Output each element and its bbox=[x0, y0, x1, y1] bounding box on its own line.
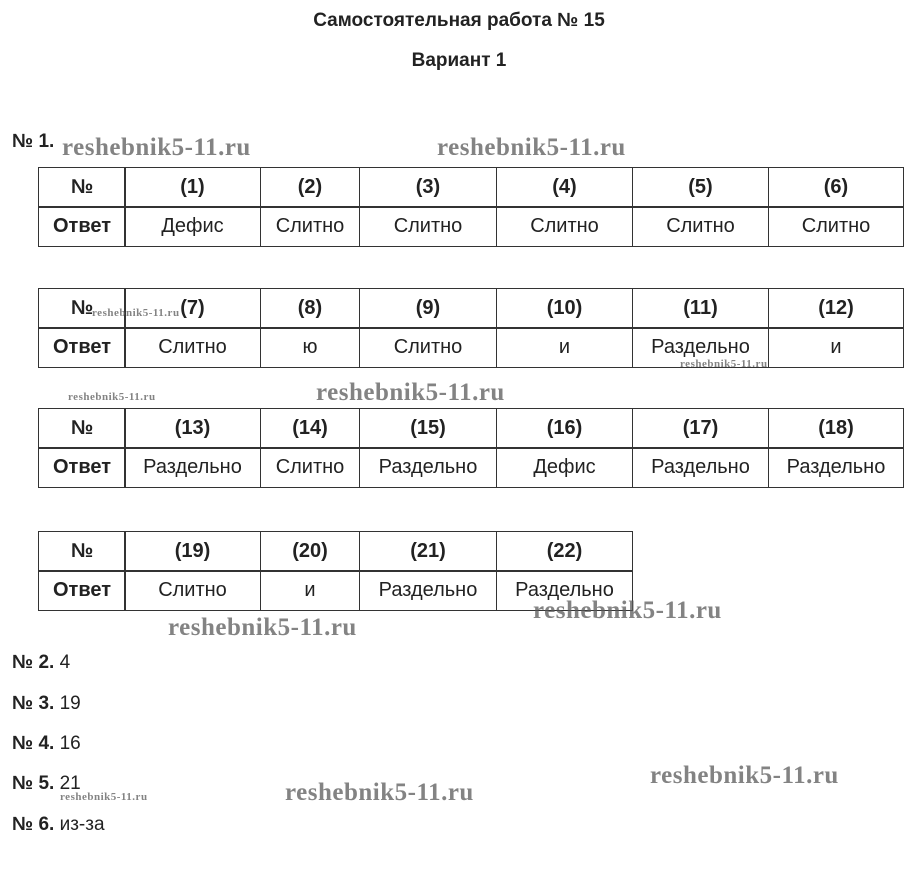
header-cell: (16) bbox=[496, 408, 633, 449]
answer-cell: Раздельно bbox=[632, 447, 769, 488]
answer-cell: Раздельно bbox=[359, 447, 497, 488]
header-cell: (3) bbox=[359, 167, 497, 208]
answer-cell: Раздельно bbox=[768, 447, 904, 488]
header-cell: (14) bbox=[260, 408, 360, 449]
header-cell: (8) bbox=[260, 288, 360, 329]
task-answer: из-за bbox=[54, 814, 105, 835]
answer-cell: Слитно bbox=[124, 570, 261, 611]
header-cell: (4) bbox=[496, 167, 633, 208]
answer-cell: Слитно bbox=[632, 206, 769, 247]
answer-cell: Слитно bbox=[124, 327, 261, 368]
header-cell: (19) bbox=[124, 531, 261, 572]
answer-cell: ю bbox=[260, 327, 360, 368]
answer-cell: Слитно bbox=[768, 206, 904, 247]
watermark: reshebnik5-11.ru bbox=[533, 597, 722, 624]
answer-cell: и bbox=[496, 327, 633, 368]
watermark: reshebnik5-11.ru bbox=[650, 762, 839, 789]
watermark: reshebnik5-11.ru bbox=[92, 307, 180, 319]
watermark: reshebnik5-11.ru bbox=[680, 358, 768, 370]
answer-cell: Дефис bbox=[496, 447, 633, 488]
header-cell: (17) bbox=[632, 408, 769, 449]
header-cell: № bbox=[38, 167, 126, 208]
watermark: reshebnik5-11.ru bbox=[68, 391, 156, 403]
task-label: № 5. bbox=[12, 773, 55, 794]
task-answer: 21 bbox=[54, 773, 81, 794]
watermark: reshebnik5-11.ru bbox=[62, 134, 251, 161]
answer-cell: Ответ bbox=[38, 447, 126, 488]
task-label: № 3. bbox=[12, 693, 55, 714]
answer-cell: и bbox=[260, 570, 360, 611]
header-cell: (21) bbox=[359, 531, 497, 572]
task-answer: 4 bbox=[54, 652, 71, 673]
task-label: № 2. bbox=[12, 652, 55, 673]
header-cell: (10) bbox=[496, 288, 633, 329]
answer-cell: Раздельно bbox=[359, 570, 497, 611]
task-row: № 2. 4 bbox=[12, 652, 70, 674]
answer-cell: Раздельно bbox=[124, 447, 261, 488]
header-cell: (18) bbox=[768, 408, 904, 449]
header-cell: (20) bbox=[260, 531, 360, 572]
answer-cell: Ответ bbox=[38, 206, 126, 247]
watermark: reshebnik5-11.ru bbox=[60, 791, 148, 803]
subtitle: Вариант 1 bbox=[411, 50, 507, 71]
answer-cell: и bbox=[768, 327, 904, 368]
task-row: № 5. 21 bbox=[12, 773, 81, 795]
task-row: № 6. из-за bbox=[12, 814, 105, 836]
title: Самостоятельная работа № 15 bbox=[313, 10, 605, 31]
header-cell: (1) bbox=[124, 167, 261, 208]
header-cell: (2) bbox=[260, 167, 360, 208]
answer-cell: Слитно bbox=[260, 206, 360, 247]
task-answer: 16 bbox=[54, 733, 81, 754]
watermark: reshebnik5-11.ru bbox=[316, 379, 505, 406]
header-cell: (11) bbox=[632, 288, 769, 329]
task-row: № 3. 19 bbox=[12, 693, 81, 715]
header-cell: № bbox=[38, 531, 126, 572]
answer-cell: Ответ bbox=[38, 327, 126, 368]
header-cell: (9) bbox=[359, 288, 497, 329]
watermark: reshebnik5-11.ru bbox=[168, 614, 357, 641]
answer-cell: Ответ bbox=[38, 570, 126, 611]
answer-cell: Слитно bbox=[260, 447, 360, 488]
task-label: № 6. bbox=[12, 814, 55, 835]
watermark: reshebnik5-11.ru bbox=[437, 134, 626, 161]
header-cell: (13) bbox=[124, 408, 261, 449]
header-cell: (12) bbox=[768, 288, 904, 329]
task-answer: 19 bbox=[54, 693, 81, 714]
task-row: № 4. 16 bbox=[12, 733, 81, 755]
answer-cell: Слитно bbox=[359, 327, 497, 368]
task-label: № 4. bbox=[12, 733, 55, 754]
answer-cell: Дефис bbox=[124, 206, 261, 247]
task-label: № 1. bbox=[12, 131, 55, 152]
header-cell: № bbox=[38, 408, 126, 449]
answer-cell: Раздельно bbox=[496, 570, 633, 611]
answer-cell: Слитно bbox=[496, 206, 633, 247]
header-cell: (22) bbox=[496, 531, 633, 572]
answer-cell: Слитно bbox=[359, 206, 497, 247]
header-cell: (6) bbox=[768, 167, 904, 208]
header-cell: (15) bbox=[359, 408, 497, 449]
watermark: reshebnik5-11.ru bbox=[285, 779, 474, 806]
header-cell: (5) bbox=[632, 167, 769, 208]
header-cell: № bbox=[38, 288, 126, 329]
